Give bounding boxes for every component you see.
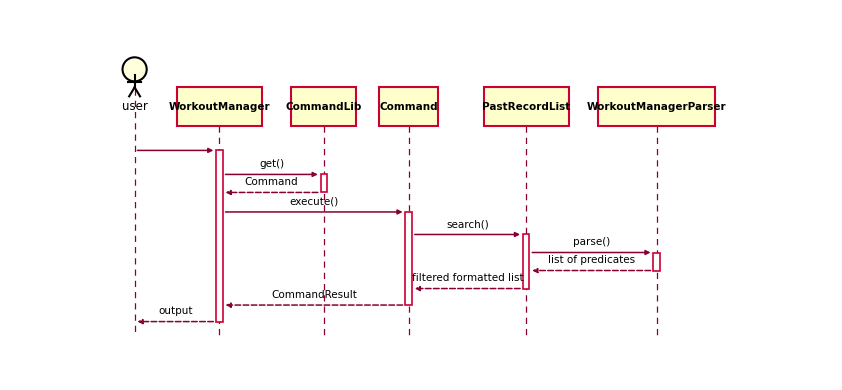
Bar xyxy=(484,87,568,126)
Text: search(): search() xyxy=(446,219,489,229)
Text: Command: Command xyxy=(380,102,438,112)
Bar xyxy=(291,87,356,126)
Text: user: user xyxy=(122,100,147,113)
Bar xyxy=(598,87,716,126)
Ellipse shape xyxy=(123,57,147,82)
Bar xyxy=(653,252,660,271)
Text: PastRecordList: PastRecordList xyxy=(482,102,570,112)
Text: output: output xyxy=(158,306,193,316)
Text: Command: Command xyxy=(245,177,298,187)
Text: CommandLib: CommandLib xyxy=(285,102,362,112)
Text: get(): get() xyxy=(259,159,285,169)
Text: parse(): parse() xyxy=(573,237,610,247)
Bar xyxy=(380,87,438,126)
Text: list of predicates: list of predicates xyxy=(548,255,635,265)
Text: WorkoutManager: WorkoutManager xyxy=(168,102,270,112)
Text: WorkoutManagerParser: WorkoutManagerParser xyxy=(587,102,727,112)
Bar xyxy=(321,174,327,192)
Text: filtered formatted list: filtered formatted list xyxy=(412,273,523,283)
Bar xyxy=(177,87,262,126)
Text: CommandResult: CommandResult xyxy=(271,290,357,300)
Bar xyxy=(406,212,412,305)
Bar xyxy=(523,234,530,289)
Text: execute(): execute() xyxy=(290,197,338,207)
Bar xyxy=(216,151,222,322)
